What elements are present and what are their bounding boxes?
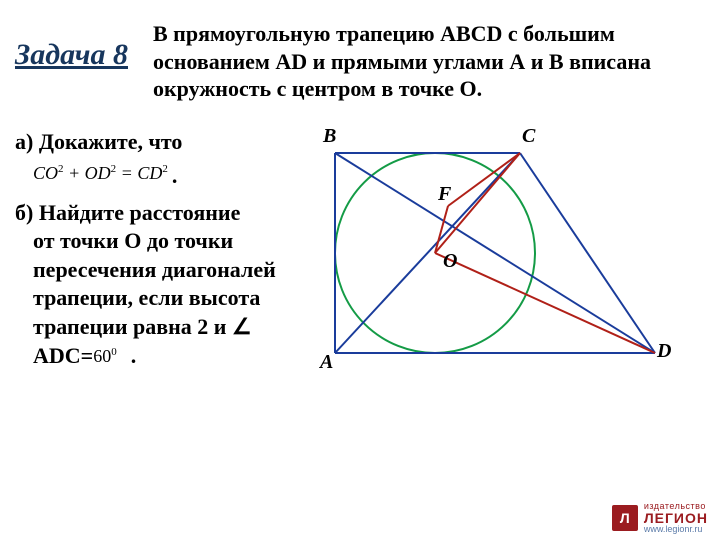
angle-symbol: ∠ (232, 314, 252, 339)
footer-line2: ЛЕГИОН (644, 511, 708, 525)
label-F: F (438, 183, 451, 206)
geometry-diagram: A B C D O F (295, 128, 675, 388)
part-a-formula: CO2 + OD2 = CD2 . (15, 162, 295, 191)
angle-degree: 0 (111, 346, 117, 358)
part-b-lead: б) Найдите расстояние (15, 200, 240, 225)
publisher-footer: Л издательство ЛЕГИОН www.legionr.ru (612, 502, 708, 534)
part-a-lead: а) Докажите, что (15, 128, 295, 157)
label-D: D (657, 340, 671, 363)
footer-url: www.legionr.ru (644, 525, 708, 534)
label-B: B (323, 125, 336, 148)
term-cd: CD (137, 163, 162, 183)
logo-icon: Л (612, 505, 638, 531)
label-C: C (522, 125, 535, 148)
term-od: OD (85, 163, 111, 183)
angle-name: ADC= (33, 343, 93, 368)
problem-title: Задача 8 (15, 20, 153, 72)
term-co: CO (33, 163, 58, 183)
angle-value: 60 (93, 346, 111, 366)
label-O: O (443, 250, 457, 273)
label-A: A (320, 351, 333, 374)
problem-intro: В прямоугольную трапецию ABCD с большим … (153, 20, 690, 103)
problem-body: а) Докажите, что CO2 + OD2 = CD2 . б) На… (15, 128, 295, 388)
